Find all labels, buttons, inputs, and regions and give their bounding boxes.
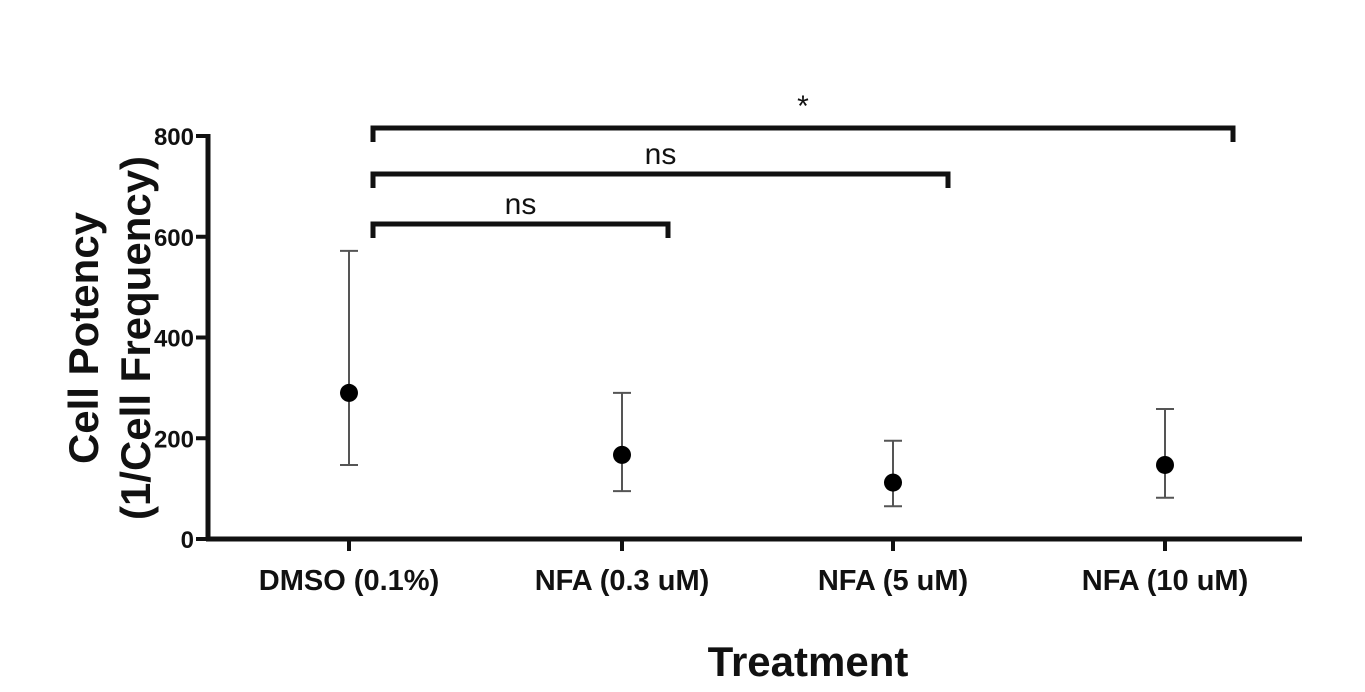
significance-label: ns (505, 188, 537, 221)
error-bar (884, 439, 902, 508)
bracket-line (370, 125, 1236, 142)
x-tick-label: NFA (5 uM) (818, 565, 968, 597)
data-point (613, 445, 631, 464)
y-tick-label: 0 (181, 527, 194, 554)
y-tick-label: 400 (154, 326, 194, 353)
y-tick-label: 600 (154, 225, 194, 252)
x-ticks: DMSO (0.1%) NFA (0.3 uM) NFA (5 uM) NFA (10… (259, 539, 1248, 597)
significance-brackets: ns ns * (370, 90, 1236, 238)
significance-bracket: ns (370, 188, 671, 238)
y-axis-title-line2: (1/Cell Frequency) (112, 156, 159, 520)
error-bar (340, 249, 358, 466)
error-bar (613, 391, 631, 493)
plot-area: 0 200 400 600 800 DMSO (0.1%) NFA (0.3 uM) NFA… (154, 90, 1302, 597)
significance-bracket: ns (370, 138, 951, 188)
y-tick-label: 200 (154, 426, 194, 453)
x-tick-label: NFA (0.3 uM) (535, 565, 710, 597)
error-bars (340, 249, 1174, 508)
bracket-line (370, 221, 671, 238)
y-ticks: 0 200 400 600 800 (154, 124, 208, 554)
x-axis-title: Treatment (708, 638, 909, 685)
data-points (340, 383, 1174, 492)
error-bar (1156, 408, 1174, 499)
significance-label: ns (645, 138, 677, 171)
y-axis-title-line1: Cell Potency (60, 211, 107, 464)
x-tick-label: NFA (10 uM) (1082, 565, 1248, 597)
data-point (884, 473, 902, 492)
bracket-line (370, 171, 951, 188)
significance-bracket: * (370, 90, 1236, 142)
significance-label: * (797, 90, 809, 123)
y-tick-label: 800 (154, 124, 194, 151)
data-point (340, 383, 358, 402)
data-point (1156, 455, 1174, 474)
x-tick-label: DMSO (0.1%) (259, 565, 439, 597)
y-axis-title: Cell Potency (1/Cell Frequency) (60, 156, 159, 520)
